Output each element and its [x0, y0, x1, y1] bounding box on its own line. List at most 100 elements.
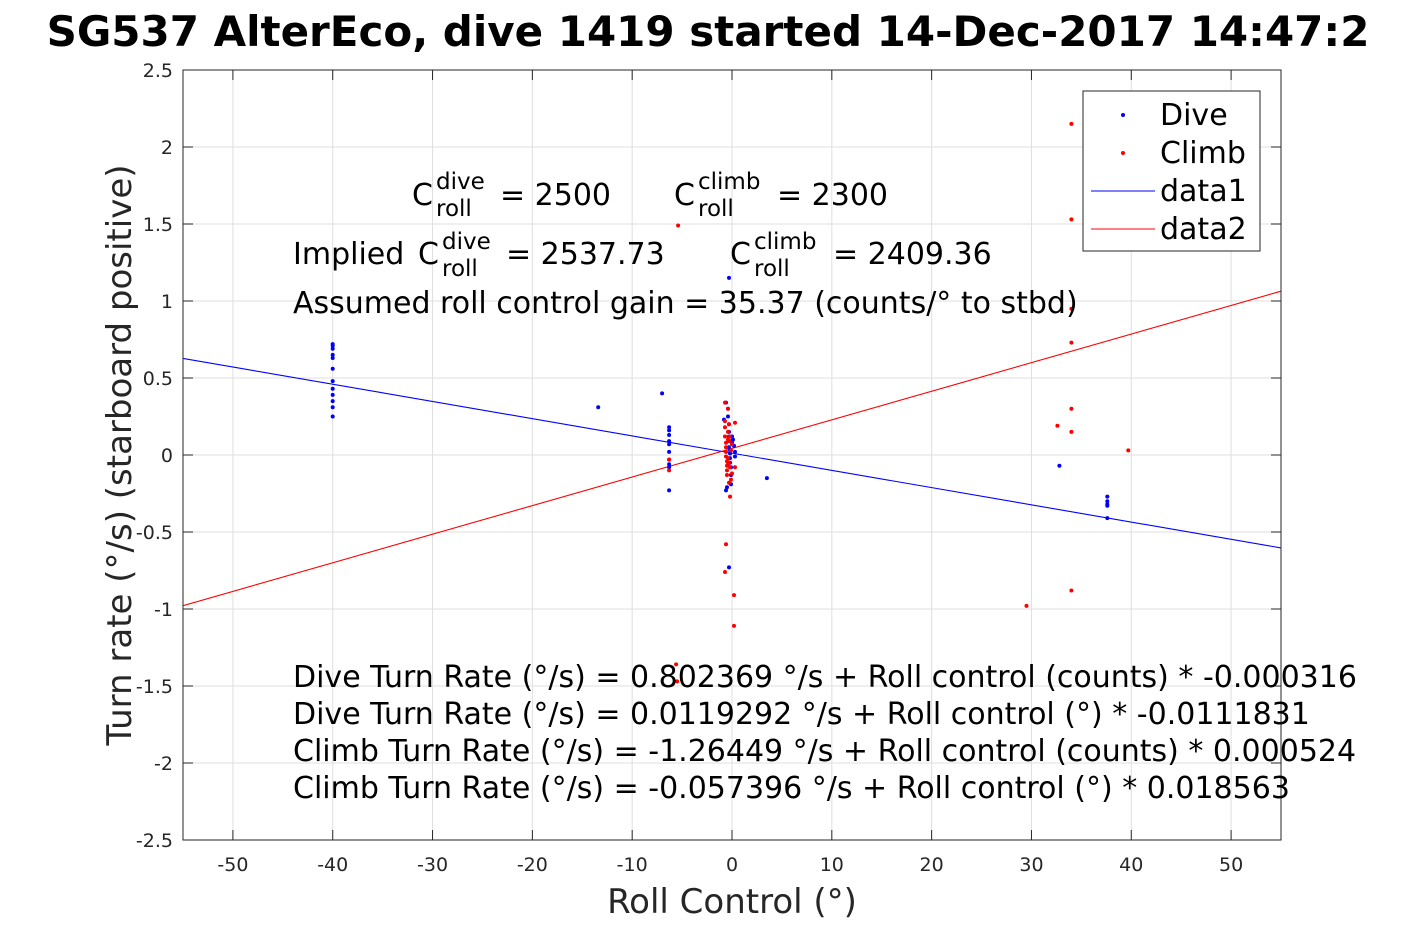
x-tick-label: -20 [517, 854, 548, 876]
y-tick-label: -1 [154, 599, 173, 621]
climb-point [667, 468, 672, 473]
implied-dive-sup: dive [442, 229, 491, 255]
y-tick-label: -2.5 [136, 830, 173, 852]
climb-point [1069, 121, 1074, 126]
dive-point [660, 391, 665, 396]
dive-point [330, 392, 335, 397]
climb-point [723, 419, 727, 424]
climb-point [729, 477, 733, 482]
climb-point [723, 570, 727, 574]
climb-point [727, 480, 731, 485]
climb-point [723, 434, 727, 439]
x-tick-label: -30 [417, 854, 448, 876]
implied-climb-sup: climb [754, 229, 816, 255]
dive-point [330, 386, 335, 391]
dive-point [330, 346, 335, 351]
y-axis-label: Turn rate (°/s) (starboard positive) [100, 164, 140, 746]
x-tick-label: 50 [1219, 854, 1243, 876]
climb-point [1069, 306, 1074, 311]
x-tick-label: 30 [1019, 854, 1043, 876]
dive-point [1057, 463, 1062, 468]
c-climb-sup: climb [698, 169, 760, 195]
fit-line-data1 [183, 357, 1281, 549]
fit-lines [183, 290, 1281, 607]
climb-point [1069, 429, 1074, 434]
climb-point [1069, 406, 1074, 411]
c-dive-letter: C [412, 178, 433, 213]
fit-equation-climb-counts: Climb Turn Rate (°/s) = -1.26449 °/s + R… [293, 734, 1356, 769]
climb-point [732, 593, 736, 598]
dive-point [667, 462, 672, 467]
fit-equation-climb-degrees: Climb Turn Rate (°/s) = -0.057396 °/s + … [293, 771, 1290, 806]
dive-point [727, 445, 731, 450]
plot-content [183, 121, 1281, 684]
dive-point [596, 405, 601, 410]
dive-point [728, 451, 732, 456]
legend-marker-dive [1121, 113, 1125, 117]
climb-point [730, 471, 734, 476]
implied-climb-value: = 2409.36 [833, 237, 992, 272]
implied-climb-sub: roll [754, 256, 790, 282]
climb-point [728, 465, 732, 470]
fit-line-data2 [183, 290, 1281, 607]
dive-point [1105, 516, 1110, 521]
implied-climb-letter: C [730, 237, 751, 272]
dive-point [731, 437, 735, 442]
dive-point [330, 405, 335, 410]
climb-point [725, 468, 729, 473]
climb-point [724, 445, 728, 450]
dive-point [733, 454, 737, 459]
climb-point [676, 223, 681, 228]
climb-point [723, 400, 727, 405]
dive-point [1105, 503, 1110, 508]
y-tick-label: -2 [154, 753, 173, 775]
climb-point [733, 465, 737, 470]
dive-point [330, 356, 335, 360]
x-tick-label: 20 [920, 854, 944, 876]
climb-point [1069, 588, 1074, 593]
dive-point [725, 485, 729, 490]
dive-point [330, 414, 335, 419]
x-tick-label: -10 [617, 854, 648, 876]
climb-point [726, 456, 730, 461]
dive-point [1105, 494, 1110, 499]
dive-point [667, 425, 672, 430]
climb-point [730, 442, 734, 447]
climb-point [1069, 217, 1074, 222]
dive-point [330, 399, 335, 404]
y-tick-label: 0 [161, 445, 173, 467]
climb-point [723, 425, 727, 430]
dive-point [667, 433, 672, 437]
fit-equation-dive-degrees: Dive Turn Rate (°/s) = 0.0119292 °/s + R… [293, 697, 1310, 732]
y-tick-label: 2 [161, 137, 173, 159]
x-tick-label: 10 [820, 854, 844, 876]
climb-point [729, 448, 733, 453]
climb-point [725, 473, 729, 477]
dive-point [330, 352, 335, 357]
climb-point [727, 439, 731, 444]
legend-label-data2: data2 [1160, 212, 1247, 247]
dive-point [727, 565, 731, 570]
climb-point [728, 434, 732, 439]
dive-point [667, 488, 672, 493]
climb-point [732, 623, 736, 628]
chart-title: SG537 AlterEco, dive 1419 started 14-Dec… [47, 7, 1370, 56]
climb-point [1055, 423, 1060, 428]
c-dive-sub: roll [436, 196, 472, 222]
climb-point [675, 679, 680, 684]
climb-point [727, 422, 731, 427]
climb-point [1069, 340, 1074, 345]
climb-point [724, 542, 728, 547]
climb-point [727, 460, 731, 465]
coefficient-annotations: C dive roll = 2500 C climb roll = 2300 I… [293, 169, 1078, 321]
dive-point [727, 275, 731, 280]
legend-label-dive: Dive [1160, 98, 1228, 133]
dive-point [726, 414, 730, 419]
dive-point [667, 428, 672, 433]
c-climb-value: = 2300 [777, 178, 888, 213]
implied-dive-value: = 2537.73 [506, 237, 665, 272]
climb-point [724, 440, 728, 445]
dive-point [764, 476, 769, 481]
legend: Dive Climb data1 data2 [1082, 90, 1261, 252]
